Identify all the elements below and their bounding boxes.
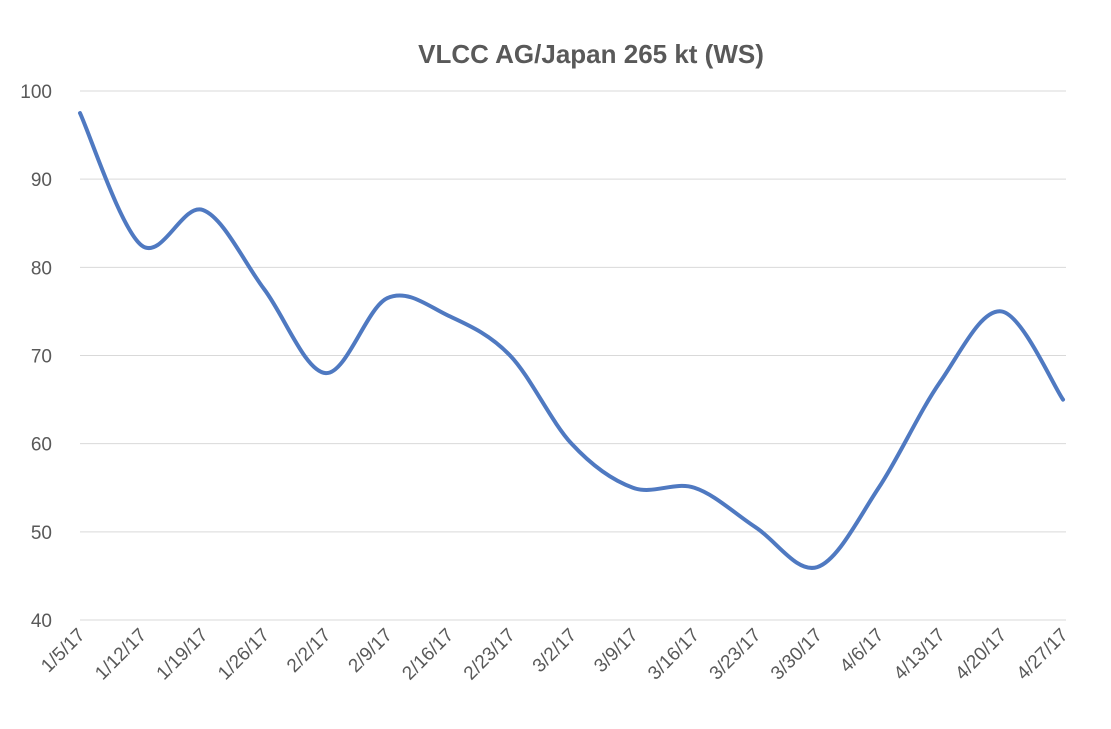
x-tick-label: 2/16/17: [398, 625, 458, 685]
x-tick-label: 1/26/17: [214, 625, 274, 685]
x-tick-label: 4/6/17: [836, 625, 888, 677]
x-tick-label: 4/27/17: [1013, 625, 1073, 685]
data-point: [999, 308, 1005, 314]
data-point: [323, 370, 329, 376]
data-point: [876, 485, 882, 491]
data-point: [753, 524, 759, 530]
x-tick-label: 4/20/17: [951, 625, 1011, 685]
x-axis-tick-labels: 1/5/17 1/12/17 1/19/17 1/26/17 2/2/17 2/9/17 2…: [37, 625, 1072, 685]
y-tick-label: 50: [31, 523, 52, 544]
data-point: [507, 353, 513, 359]
data-point: [814, 564, 820, 570]
data-point: [77, 110, 83, 116]
y-tick-label: 90: [31, 170, 52, 191]
data-point: [200, 207, 206, 213]
gridlines: [80, 90, 1066, 621]
x-tick-label: 3/9/17: [590, 625, 642, 677]
y-tick-label: 70: [31, 347, 52, 368]
data-point: [384, 295, 390, 301]
x-tick-label: 3/2/17: [529, 625, 581, 677]
chart-title: VLCC AG/Japan 265 kt (WS): [418, 39, 764, 69]
x-tick-label: 1/19/17: [153, 625, 213, 685]
x-tick-label: 1/12/17: [91, 625, 151, 685]
data-point: [1060, 397, 1066, 403]
x-tick-label: 3/16/17: [644, 625, 704, 685]
y-axis-tick-labels: 40 50 60 70 80 90 100: [20, 82, 52, 632]
series-line: [78, 111, 1065, 570]
data-point: [691, 485, 697, 491]
y-tick-label: 80: [31, 258, 52, 279]
data-point: [937, 379, 943, 385]
y-tick-label: 100: [20, 82, 52, 103]
x-tick-label: 2/23/17: [460, 625, 520, 685]
x-tick-label: 2/2/17: [283, 625, 335, 677]
x-tick-label: 1/5/17: [37, 625, 89, 677]
data-point: [630, 485, 636, 491]
data-point: [138, 242, 144, 248]
y-tick-label: 40: [31, 611, 52, 632]
data-point: [569, 441, 575, 447]
x-tick-label: 2/9/17: [345, 625, 397, 677]
x-tick-label: 4/13/17: [890, 625, 950, 685]
data-point: [446, 313, 452, 319]
x-tick-label: 3/23/17: [706, 625, 766, 685]
data-point: [261, 286, 267, 292]
x-tick-label: 3/30/17: [767, 625, 827, 685]
series-layer: [77, 110, 1066, 570]
y-tick-label: 60: [31, 435, 52, 456]
